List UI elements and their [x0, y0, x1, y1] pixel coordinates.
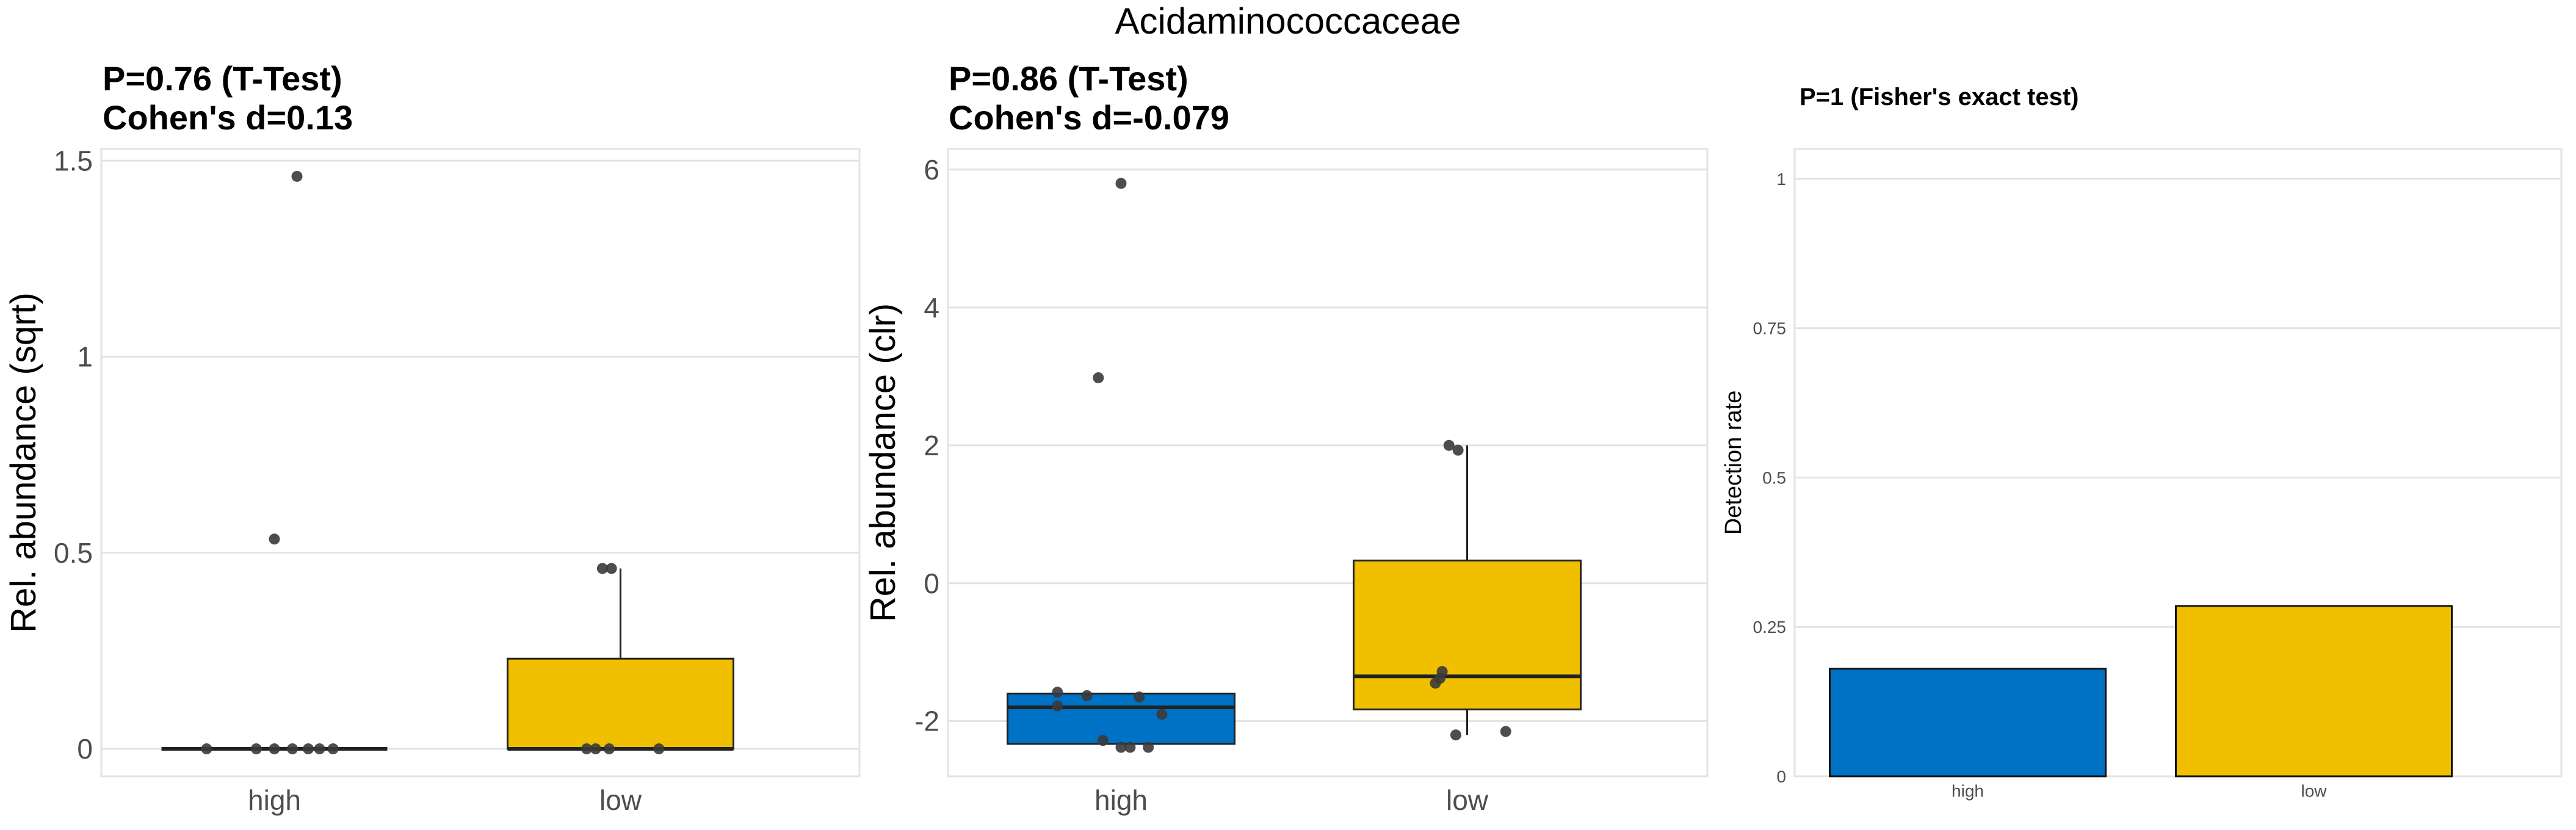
panel-sqrt-y-axis-label: Rel. abundance (sqrt)	[4, 292, 43, 633]
sqrt-point-high	[287, 743, 298, 755]
sqrt-y-tick-label: 1	[77, 341, 93, 373]
panel-sqrt-pvalue-title: P=0.76 (T-Test)	[103, 59, 342, 98]
sqrt-y-tick-label: 1.5	[54, 145, 93, 176]
sqrt-plot-area	[100, 148, 861, 778]
sqrt-point-high	[250, 743, 262, 755]
clr-point-high	[1156, 709, 1168, 720]
panel-clr-y-axis-label: Rel. abundance (clr)	[863, 303, 903, 622]
panel-detection-y-axis-label: Detection rate	[1721, 391, 1746, 535]
detection-x-tick-label-high: high	[1952, 782, 1984, 801]
figure-title: Acidaminococcaceae	[1115, 1, 1461, 42]
clr-point-high	[1115, 178, 1127, 189]
clr-point-high	[1093, 372, 1104, 384]
clr-point-high	[1097, 735, 1109, 746]
panel-sqrt-cohens-title: Cohen's d=0.13	[103, 98, 353, 137]
panel-sqrt-boxplot: P=0.76 (T-Test) Cohen's d=0.13 0 0.5 1 1.5 h…	[4, 59, 861, 816]
clr-point-high	[1052, 687, 1063, 698]
panel-detection-fisher-title: P=1 (Fisher's exact test)	[1800, 84, 2079, 110]
panel-clr-cohens-title: Cohen's d=-0.079	[949, 98, 1229, 137]
clr-y-tick-label: 2	[924, 430, 939, 461]
sqrt-point-low	[596, 563, 608, 574]
sqrt-point-high	[314, 743, 325, 755]
panel-detection-barplot: P=1 (Fisher's exact test) 0 0.25 0.5 0.75 1 h…	[1721, 84, 2563, 801]
detection-y-tick-label: 0.5	[1762, 468, 1786, 487]
detection-y-tick-label: 0.25	[1753, 618, 1787, 637]
detection-bar-high	[1829, 668, 2107, 778]
clr-point-low	[1450, 729, 1461, 741]
detection-y-tick-label: 1	[1776, 170, 1786, 189]
sqrt-y-tick-label: 0	[77, 733, 93, 765]
sqrt-point-low	[653, 743, 665, 755]
clr-y-tick-label: 0	[924, 568, 939, 599]
clr-box-low	[1353, 559, 1582, 710]
detection-x-tick-label-low: low	[2301, 782, 2327, 801]
clr-point-high	[1124, 742, 1136, 753]
panel-clr-pvalue-title: P=0.86 (T-Test)	[949, 59, 1189, 98]
clr-point-high	[1081, 690, 1093, 701]
sqrt-point-low	[590, 743, 601, 755]
clr-box-high	[1007, 692, 1236, 745]
clr-point-low	[1452, 444, 1464, 456]
clr-point-high	[1052, 700, 1063, 712]
clr-point-high	[1134, 691, 1145, 703]
sqrt-x-tick-label-low: low	[599, 784, 642, 816]
panel-clr-boxplot: P=0.86 (T-Test) Cohen's d=-0.079 -2 0 2 4 6 h…	[863, 59, 1709, 816]
clr-point-low	[1500, 726, 1511, 737]
clr-point-low	[1443, 439, 1455, 451]
clr-plot-area	[947, 148, 1709, 778]
clr-point-high	[1143, 742, 1154, 753]
clr-point-low	[1430, 677, 1441, 689]
sqrt-point-high	[303, 743, 314, 755]
clr-x-tick-label-high: high	[1094, 784, 1148, 816]
sqrt-point-low	[606, 563, 617, 574]
sqrt-point-high	[269, 743, 280, 755]
clr-x-tick-label-low: low	[1446, 784, 1489, 816]
sqrt-y-tick-label: 0.5	[54, 537, 93, 569]
clr-y-tick-label: 6	[924, 154, 939, 186]
clr-y-tick-label: 4	[924, 292, 939, 323]
sqrt-point-low	[581, 743, 592, 755]
sqrt-x-tick-label-high: high	[248, 784, 301, 816]
sqrt-box-low	[507, 657, 734, 750]
clr-point-high	[1115, 742, 1127, 753]
clr-y-tick-label: -2	[914, 706, 939, 737]
detection-y-tick-label: 0.75	[1753, 319, 1787, 338]
sqrt-point-low	[604, 743, 615, 755]
sqrt-point-high	[269, 533, 280, 545]
sqrt-point-high	[201, 743, 212, 755]
detection-y-tick-label: 0	[1776, 767, 1786, 786]
sqrt-point-high	[291, 170, 303, 182]
sqrt-point-high	[327, 743, 339, 755]
detection-bar-low	[2175, 605, 2453, 778]
